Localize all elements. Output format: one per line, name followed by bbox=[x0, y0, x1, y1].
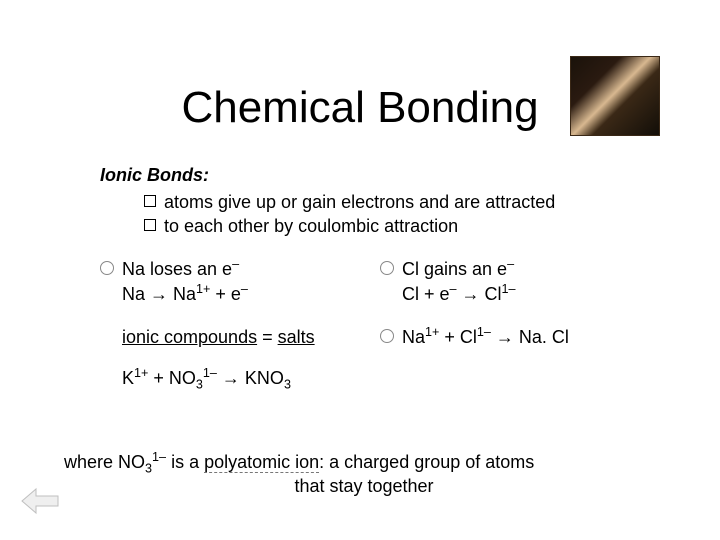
nacl-cl: + Cl bbox=[439, 327, 477, 347]
na-equation: Na → Na1+ + e– bbox=[122, 282, 380, 307]
back-button[interactable] bbox=[20, 484, 60, 518]
polyatomic-ion-label: polyatomic ion bbox=[204, 452, 319, 473]
footer-note: where NO31– is a polyatomic ion: a charg… bbox=[64, 450, 664, 499]
cl-gains: Cl gains an e bbox=[402, 259, 507, 279]
sup-1plus: 1+ bbox=[196, 282, 210, 296]
square-bullet-icon bbox=[144, 219, 156, 231]
page-title: Chemical Bonding bbox=[181, 83, 538, 133]
back-arrow-icon bbox=[20, 484, 60, 518]
circle-bullet-icon bbox=[380, 329, 394, 343]
sup-1plus: 1+ bbox=[425, 325, 439, 339]
sub-3: 3 bbox=[145, 462, 152, 476]
eq-sign: = bbox=[257, 327, 278, 347]
k-pre: K bbox=[122, 368, 134, 388]
sup-minus: – bbox=[232, 257, 239, 271]
nacl-na: Na bbox=[402, 327, 425, 347]
section-heading: Ionic Bonds: bbox=[100, 165, 660, 186]
k-arrow: → KNO bbox=[217, 368, 284, 388]
square-bullet-icon bbox=[144, 195, 156, 207]
col-right-nacl: Na1+ + Cl1– → Na. Cl bbox=[380, 325, 660, 350]
sub-3: 3 bbox=[284, 378, 291, 392]
col-left-na: Na loses an e– Na → Na1+ + e– bbox=[100, 257, 380, 307]
slide: Chemical Bonding Ionic Bonds: atoms give… bbox=[0, 0, 720, 540]
na-plus-e: + e bbox=[210, 284, 241, 304]
bullet-text-1: atoms give up or gain electrons and are … bbox=[164, 190, 555, 214]
row-na-cl: Na loses an e– Na → Na1+ + e– Cl gains a… bbox=[100, 257, 660, 307]
sup-minus: – bbox=[450, 282, 457, 296]
bullet-line-1: atoms give up or gain electrons and are … bbox=[144, 190, 660, 214]
content-area: Ionic Bonds: atoms give up or gain elect… bbox=[100, 165, 660, 389]
circle-bullet-icon bbox=[380, 261, 394, 275]
bullet-block: atoms give up or gain electrons and are … bbox=[144, 190, 660, 239]
sup-minus: – bbox=[241, 282, 248, 296]
na-post: Na bbox=[168, 284, 196, 304]
col-right-cl: Cl gains an e– Cl + e– → Cl1– bbox=[380, 257, 660, 307]
col-left-salts: ionic compounds = salts bbox=[100, 325, 380, 350]
colon: : bbox=[203, 165, 209, 185]
nacl-arrow: → Na. Cl bbox=[491, 327, 569, 347]
ionic-compounds-label: ionic compounds bbox=[122, 327, 257, 347]
circle-bullet-icon bbox=[100, 261, 114, 275]
sup-1minus: 1– bbox=[152, 450, 166, 464]
section-heading-text: Ionic Bonds bbox=[100, 165, 203, 185]
k-mid: + NO bbox=[148, 368, 196, 388]
cl-arrow: → Cl bbox=[457, 284, 502, 304]
sup-1minus: 1– bbox=[477, 325, 491, 339]
sup-1minus: 1– bbox=[502, 282, 516, 296]
bullet-line-2: to each other by coulombic attraction bbox=[144, 214, 660, 238]
na-loses-line: Na loses an e– bbox=[100, 257, 380, 282]
na-loses: Na loses an e bbox=[122, 259, 232, 279]
footer-pre: where NO bbox=[64, 452, 145, 472]
cl-equation: Cl + e– → Cl1– bbox=[402, 282, 660, 307]
bullet-text-2: to each other by coulombic attraction bbox=[164, 214, 458, 238]
salts-line: ionic compounds = salts bbox=[122, 325, 380, 350]
row-salts-nacl: ionic compounds = salts Na1+ + Cl1– → Na… bbox=[100, 325, 660, 350]
na-pre: Na bbox=[122, 284, 150, 304]
sup-minus: – bbox=[507, 257, 514, 271]
reaction-photo bbox=[570, 56, 660, 136]
cl-gains-line: Cl gains an e– bbox=[380, 257, 660, 282]
footer-line-1: where NO31– is a polyatomic ion: a charg… bbox=[64, 450, 664, 474]
kno3-line: K1+ + NO31– → KNO3 bbox=[122, 368, 660, 389]
cl-pre: Cl + e bbox=[402, 284, 450, 304]
sup-1plus: 1+ bbox=[134, 366, 148, 380]
cl-gains-text: Cl gains an e– bbox=[402, 257, 514, 282]
nacl-line: Na1+ + Cl1– → Na. Cl bbox=[380, 325, 660, 350]
sup-1minus: 1– bbox=[203, 366, 217, 380]
footer-mid: is a bbox=[166, 452, 204, 472]
footer-post: : a charged group of atoms bbox=[319, 452, 534, 472]
footer-line-2: that stay together bbox=[64, 474, 664, 498]
salts-label: salts bbox=[278, 327, 315, 347]
sub-3: 3 bbox=[196, 378, 203, 392]
na-loses-text: Na loses an e– bbox=[122, 257, 239, 282]
nacl-equation: Na1+ + Cl1– → Na. Cl bbox=[402, 325, 569, 350]
arrow-icon: → bbox=[150, 284, 168, 304]
